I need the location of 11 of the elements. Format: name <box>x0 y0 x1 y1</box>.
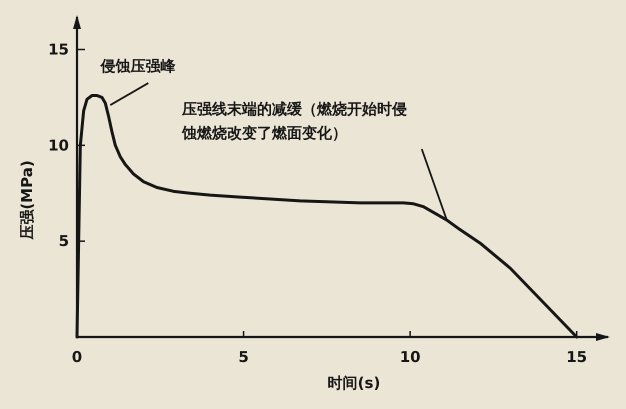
annotation: 压强线末端的减缓（燃烧开始时侵蚀燃烧改变了燃面变化） <box>182 99 408 144</box>
x-tick-label: 5 <box>238 348 249 366</box>
x-axis-title: 时间(s) <box>328 374 380 392</box>
annotation: 侵蚀压强峰 <box>100 56 176 78</box>
y-tick-label: 15 <box>48 40 69 58</box>
y-axis-title: 压强(MPa) <box>18 160 36 241</box>
y-tick-label: 5 <box>58 232 69 250</box>
y-tick-label: 10 <box>48 136 69 154</box>
x-tick-label: 10 <box>400 348 421 366</box>
x-tick-label: 15 <box>566 348 588 366</box>
x-tick-label: 0 <box>72 348 82 366</box>
